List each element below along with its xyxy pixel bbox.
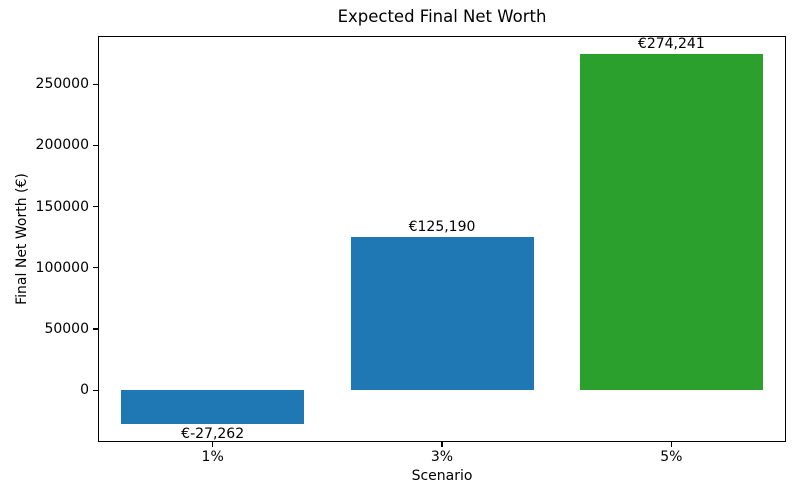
y-tick-label: 0 bbox=[80, 382, 89, 399]
y-tick-mark bbox=[93, 328, 98, 330]
x-tick-label: 3% bbox=[430, 449, 454, 465]
y-tick-label: 200000 bbox=[35, 137, 89, 154]
bar-value-label: €274,241 bbox=[637, 36, 705, 53]
y-axis-label: Final Net Worth (€) bbox=[14, 173, 30, 305]
bar bbox=[121, 390, 305, 424]
y-tick-label: 150000 bbox=[35, 198, 89, 215]
chart-title: Expected Final Net Worth bbox=[337, 7, 547, 26]
x-tick-mark bbox=[670, 442, 672, 447]
bar bbox=[350, 236, 534, 391]
y-tick-mark bbox=[93, 83, 98, 85]
x-tick-label: 5% bbox=[660, 449, 683, 465]
bar bbox=[579, 54, 763, 391]
x-tick-mark bbox=[441, 442, 443, 447]
y-tick-label: 50000 bbox=[44, 320, 89, 337]
bar-value-label: €-27,262 bbox=[181, 425, 245, 442]
y-tick-label: 100000 bbox=[35, 259, 89, 276]
x-axis-label: Scenario bbox=[411, 468, 473, 484]
x-tick-mark bbox=[212, 442, 214, 447]
y-tick-mark bbox=[93, 144, 98, 146]
y-tick-mark bbox=[93, 389, 98, 391]
y-tick-mark bbox=[93, 205, 98, 208]
x-tick-label: 1% bbox=[201, 449, 224, 465]
y-tick-mark bbox=[93, 267, 98, 269]
bar-value-label: €125,190 bbox=[408, 218, 476, 235]
y-tick-label: 250000 bbox=[35, 76, 89, 93]
